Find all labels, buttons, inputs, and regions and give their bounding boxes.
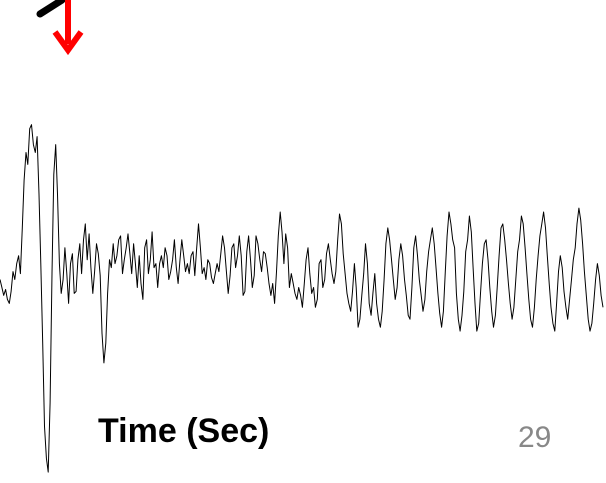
series-layer	[0, 124, 604, 473]
page-number: 29	[518, 421, 552, 454]
x-axis-label: Time (Sec)	[98, 412, 270, 450]
series-line-0	[0, 124, 604, 473]
annotation-line	[36, 0, 66, 18]
red-arrow-icon	[52, 0, 84, 56]
